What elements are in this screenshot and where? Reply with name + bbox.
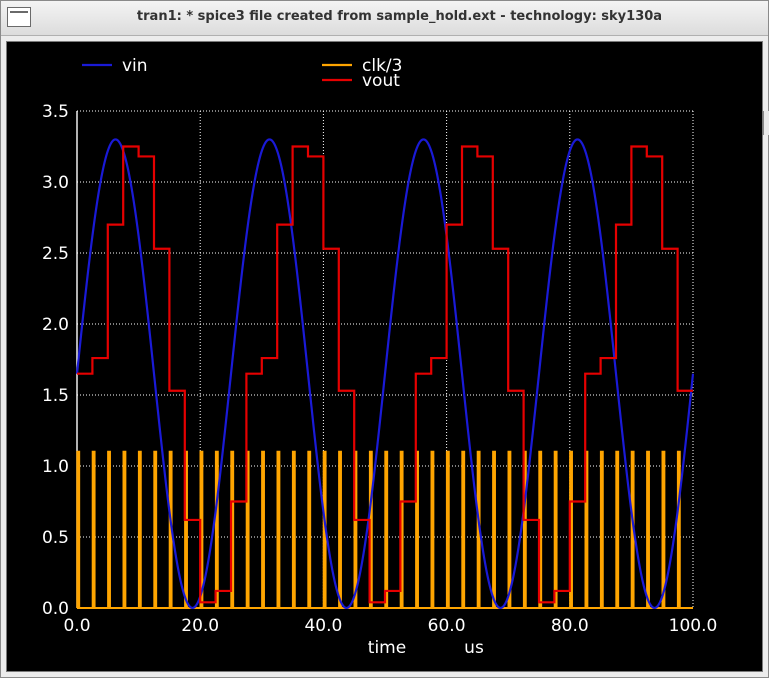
y-tick-label: 3.5 [42, 102, 69, 122]
legend-label: clk/3 [362, 56, 402, 76]
y-tick-label: 0.5 [42, 528, 69, 548]
y-tick-label: 0.0 [42, 599, 69, 619]
y-tick-label: 2.5 [42, 244, 69, 264]
x-tick-label: 0.0 [63, 616, 90, 636]
y-tick-label: 2.0 [42, 315, 69, 335]
title-bar[interactable]: tran1: * spice3 file created from sample… [1, 1, 768, 36]
axis-labels: time us [368, 638, 484, 658]
legend-label: vout [362, 71, 400, 91]
x-tick-label: 20.0 [181, 616, 219, 636]
side-handle[interactable] [763, 111, 769, 135]
window-title: tran1: * spice3 file created from sample… [136, 9, 663, 24]
x-axis-label: time [368, 638, 406, 658]
y-tick-label: 1.5 [42, 386, 69, 406]
x-tick-label: 100.0 [669, 616, 718, 636]
x-tick-label: 60.0 [428, 616, 466, 636]
window-menu-icon[interactable] [7, 7, 31, 27]
trace-clk-3 [76, 450, 693, 609]
legend-label: vin [122, 56, 148, 76]
tick-labels: 0.0 20.0 40.0 60.0 80.0 100.0 0.0 0.5 1.0 1.5 2.0 2… [42, 102, 717, 636]
trace-vout [77, 145, 693, 604]
x-axis-unit: us [464, 638, 484, 658]
traces [75, 138, 695, 610]
x-tick-label: 80.0 [551, 616, 589, 636]
y-tick-label: 3.0 [42, 173, 69, 193]
y-tick-label: 1.0 [42, 457, 69, 477]
trace-vin [75, 138, 695, 610]
x-tick-label: 40.0 [304, 616, 342, 636]
